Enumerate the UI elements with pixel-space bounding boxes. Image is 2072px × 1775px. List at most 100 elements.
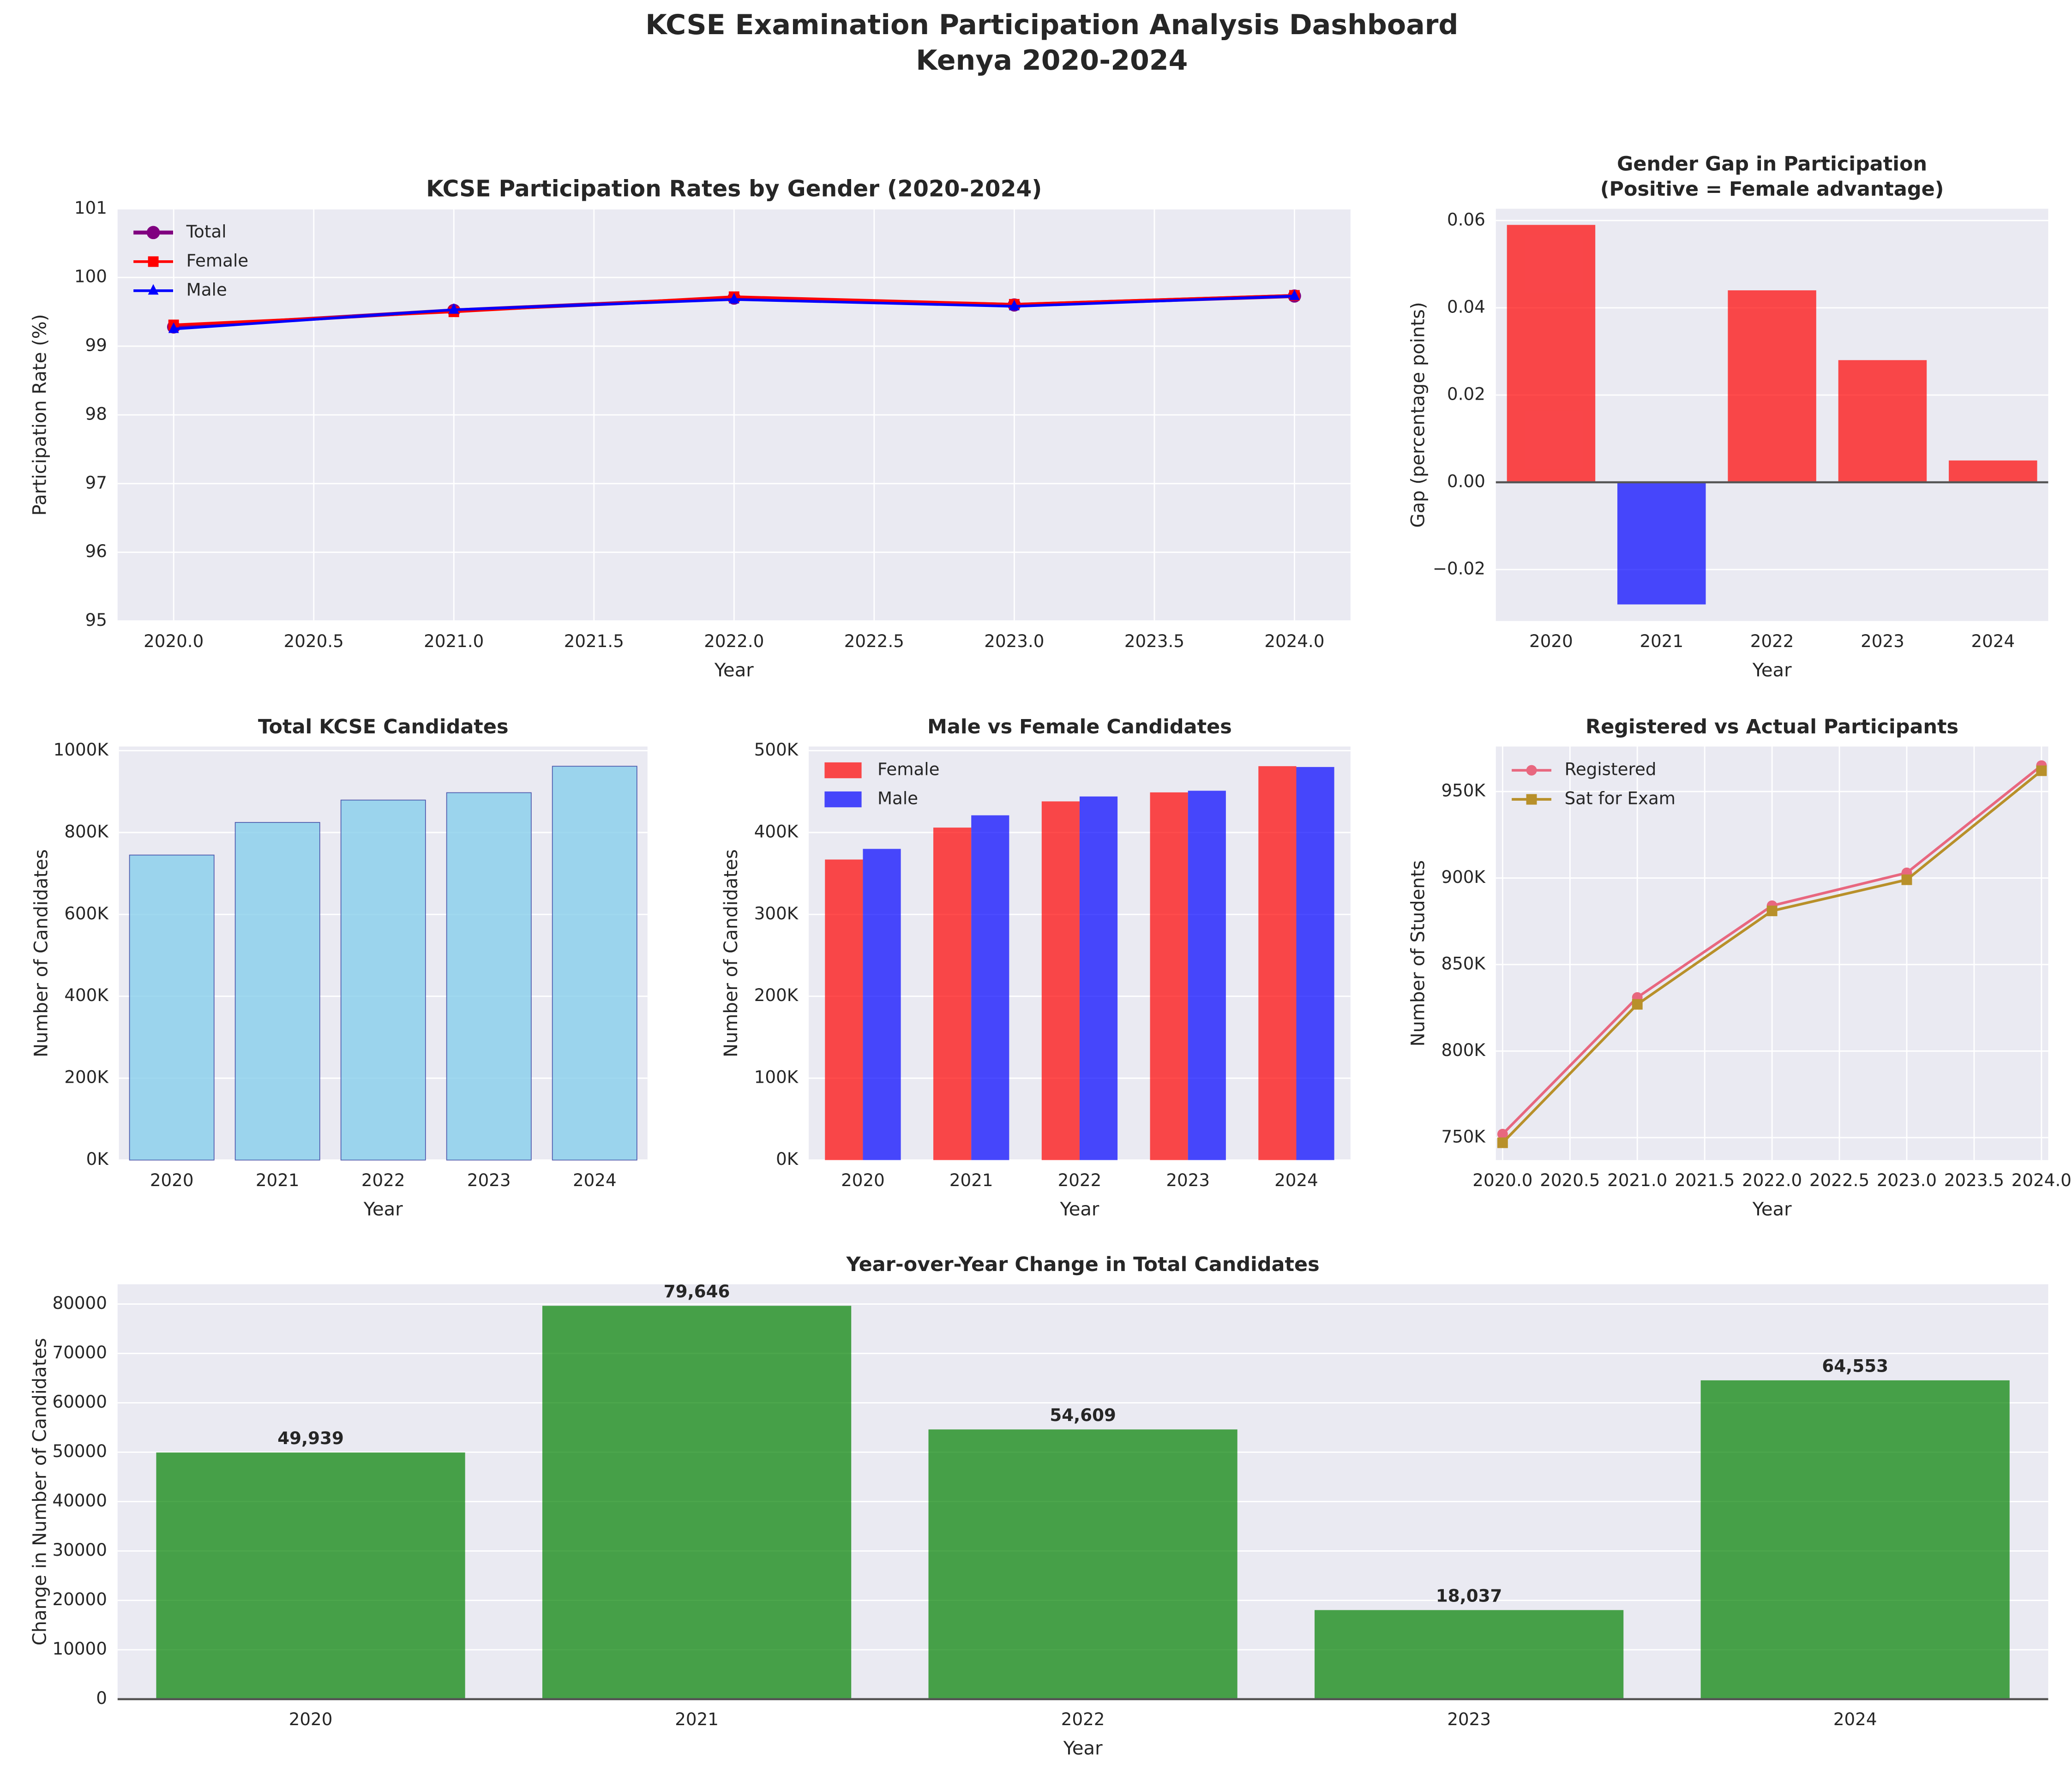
x-tick-label: 2023 [1166, 1170, 1210, 1190]
x-tick-label: 2024 [573, 1170, 617, 1190]
y-axis-label: Number of Candidates [31, 849, 52, 1057]
y-tick-label: 0.02 [1447, 384, 1485, 404]
bar [1296, 767, 1334, 1160]
x-tick-label: 2022 [1061, 1709, 1105, 1729]
x-tick-label: 2022 [1058, 1170, 1102, 1190]
x-tick-label: 2020 [150, 1170, 194, 1190]
bar [234, 822, 320, 1161]
bar [1258, 766, 1297, 1160]
bar [933, 828, 972, 1160]
chart-title: (Positive = Female advantage) [1600, 178, 1944, 201]
y-tick-label: 20000 [53, 1589, 107, 1609]
x-axis-label: Year [1752, 1199, 1792, 1220]
marker [148, 284, 159, 295]
legend-label: Female [186, 250, 249, 270]
y-tick-label: 70000 [53, 1342, 107, 1362]
y-tick-label: 50000 [53, 1441, 107, 1461]
y-tick-label: 10000 [53, 1638, 107, 1659]
x-tick-label: 2021 [256, 1170, 300, 1190]
marker [1766, 905, 1778, 917]
x-tick-label: 2024.0 [2012, 1170, 2072, 1190]
x-tick-label: 2020.0 [1472, 1170, 1532, 1190]
chart-title: KCSE Participation Rates by Gender (2020… [426, 176, 1042, 202]
marker [728, 293, 739, 304]
bar [542, 1306, 852, 1699]
x-tick-label: 2020.5 [1540, 1170, 1600, 1190]
x-tick-label: 2022.5 [844, 631, 904, 651]
bar [552, 766, 637, 1161]
dashboard-subtitle: Kenya 2020-2024 [916, 44, 1188, 77]
legend-label: Total [186, 221, 227, 241]
y-axis-label: Participation Rate (%) [30, 314, 51, 516]
x-tick-label: 2023 [467, 1170, 511, 1190]
y-tick-label: 95 [85, 610, 107, 630]
marker [1526, 765, 1537, 776]
bar [340, 799, 426, 1161]
chart-title: Registered vs Actual Participants [1586, 715, 1958, 738]
y-tick-label: 750K [1441, 1126, 1486, 1146]
y-tick-label: 100K [754, 1067, 799, 1087]
x-tick-label: 2022 [361, 1170, 405, 1190]
marker [2036, 765, 2047, 776]
y-tick-label: 200K [64, 1067, 109, 1087]
marker [1497, 1137, 1508, 1148]
legend-label: Male [877, 788, 918, 809]
y-tick-label: 400K [64, 985, 109, 1005]
y-tick-label: 300K [754, 903, 799, 923]
marker [146, 226, 160, 240]
legend-swatch [824, 791, 862, 808]
y-tick-label: 96 [85, 541, 107, 561]
legend-swatch [824, 762, 862, 779]
bar [1079, 796, 1118, 1160]
y-tick-label: 101 [74, 198, 107, 218]
bar [1700, 1380, 2010, 1699]
x-tick-label: 2022.0 [1742, 1170, 1802, 1190]
y-tick-label: 0.00 [1447, 471, 1485, 491]
value-label: 54,609 [1050, 1405, 1116, 1425]
y-tick-label: 40000 [53, 1490, 107, 1511]
legend-label: Female [877, 759, 940, 780]
y-tick-label: 80000 [53, 1293, 107, 1313]
marker [148, 256, 159, 267]
x-tick-label: 2020.0 [144, 631, 204, 651]
y-tick-label: 950K [1441, 780, 1486, 801]
bar [971, 815, 1009, 1160]
y-tick-label: 98 [85, 403, 107, 424]
x-tick-label: 2020 [289, 1709, 333, 1729]
y-tick-label: 200K [754, 985, 799, 1005]
y-tick-label: 400K [754, 821, 799, 841]
bar [825, 859, 863, 1160]
y-tick-label: 800K [64, 821, 109, 841]
bar [129, 854, 215, 1161]
bar [1838, 360, 1927, 482]
value-label: 79,646 [664, 1281, 730, 1301]
x-axis-label: Year [714, 660, 754, 681]
x-tick-label: 2024 [1971, 631, 2015, 651]
y-tick-label: 900K [1441, 867, 1486, 887]
x-tick-label: 2024 [1274, 1170, 1318, 1190]
x-axis-label: Year [1063, 1738, 1103, 1759]
x-axis-label: Year [1060, 1199, 1099, 1220]
x-tick-label: 2023.5 [1124, 631, 1184, 651]
x-tick-label: 2023 [1447, 1709, 1491, 1729]
y-tick-label: 800K [1441, 1040, 1486, 1060]
y-axis-label: Change in Number of Candidates [30, 1338, 51, 1645]
x-tick-label: 2022.5 [1809, 1170, 1869, 1190]
marker [1009, 300, 1020, 311]
y-tick-label: 600K [64, 903, 109, 923]
legend-label: Registered [1565, 759, 1657, 780]
y-tick-label: 500K [754, 739, 799, 760]
y-tick-label: 1000K [54, 739, 109, 760]
bar [1188, 791, 1226, 1160]
bar [1507, 225, 1596, 482]
chart-title: Year-over-Year Change in Total Candidate… [846, 1253, 1320, 1276]
bar [1041, 801, 1080, 1160]
y-tick-label: 0K [776, 1149, 799, 1169]
bar [1728, 290, 1816, 482]
x-tick-label: 2020 [841, 1170, 885, 1190]
chart-title: Male vs Female Candidates [927, 715, 1232, 738]
value-label: 49,939 [277, 1428, 344, 1448]
y-axis-label: Gap (percentage points) [1408, 302, 1429, 528]
